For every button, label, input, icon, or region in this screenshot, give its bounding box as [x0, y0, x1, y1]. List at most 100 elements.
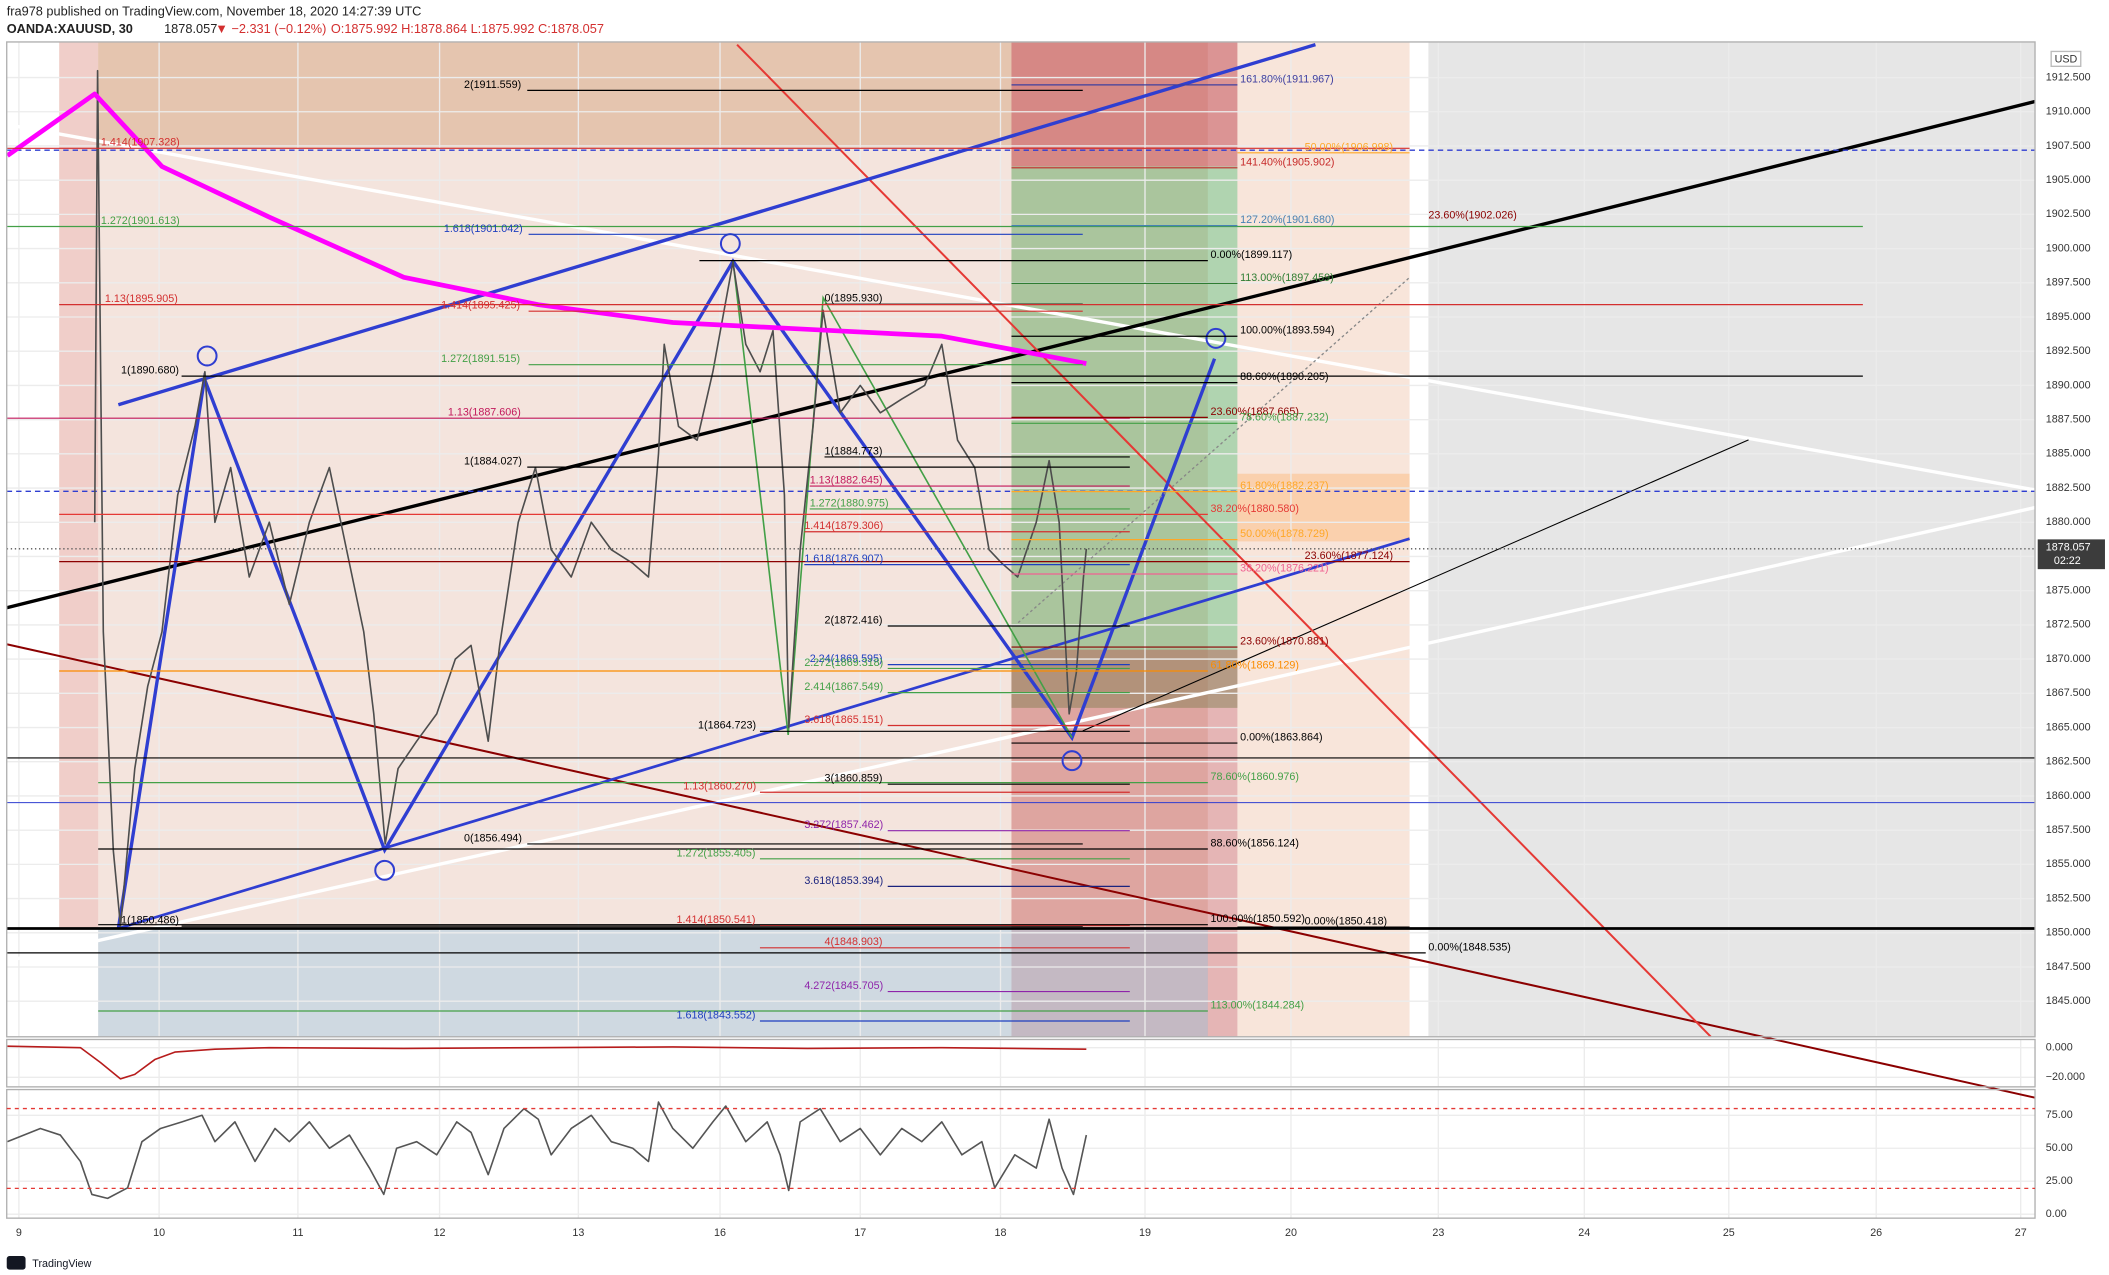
- grid: [6, 41, 2036, 1219]
- zone: [98, 41, 1012, 148]
- fib-label: 0(1895.930): [825, 293, 883, 305]
- fib-label: 1.618(1901.042): [444, 223, 523, 235]
- fib-label: 1.272(1891.515): [441, 353, 520, 365]
- y-tick-label: 1860.000: [2046, 790, 2091, 802]
- wave-path: [732, 261, 1073, 739]
- fib-label: 1.414(1850.541): [677, 914, 756, 926]
- fib-label: 113.00%(1844.284): [1211, 999, 1305, 1011]
- fib-label: 1.13(1887.606): [448, 407, 521, 419]
- fib-label: 3.272(1857.462): [804, 819, 883, 831]
- countdown: 02:22: [2054, 555, 2081, 567]
- fib-label: 127.20%(1901.680): [1240, 214, 1334, 226]
- logo: [6, 1256, 26, 1270]
- series-line: [6, 91, 1087, 366]
- y-tick-label: 25.00: [2046, 1175, 2073, 1187]
- y-tick-label: 1850.000: [2046, 927, 2091, 939]
- y-tick-label: 1892.500: [2046, 345, 2091, 357]
- fib-label: 78.60%(1887.232): [1240, 412, 1328, 424]
- fib-label: 1(1864.723): [698, 720, 756, 732]
- y-tick-label: 1907.500: [2046, 140, 2091, 152]
- y-tick-label: 1880.000: [2046, 516, 2091, 528]
- wave-marker: [374, 859, 396, 881]
- zone: [98, 928, 1208, 1037]
- y-tick-label: 1845.000: [2046, 995, 2091, 1007]
- fib-label: 3.618(1853.394): [804, 875, 883, 887]
- publisher: fra978 published on TradingView.com, Nov…: [7, 4, 422, 19]
- y-tick-label: 1857.500: [2046, 824, 2091, 836]
- fib-label: 23.60%(1877.124): [1305, 550, 1393, 562]
- x-tick-label: 27: [2015, 1227, 2027, 1239]
- y-tick-label: 1847.500: [2046, 961, 2091, 973]
- fib-label: 1(1850.486): [121, 915, 179, 927]
- x-tick-label: 9: [16, 1227, 22, 1239]
- fib-label: 2(1872.416): [825, 614, 883, 626]
- y-tick-label: 0.000: [2046, 1041, 2073, 1053]
- fib-label: 1.272(1855.405): [677, 847, 756, 859]
- y-tick-label: 1862.500: [2046, 756, 2091, 768]
- y-tick-label: 1875.000: [2046, 585, 2091, 597]
- zone: [1237, 473, 1410, 542]
- series-line: [93, 69, 1088, 927]
- fib-label: 61.80%(1869.129): [1211, 659, 1299, 671]
- fib-label: 1.272(1880.975): [810, 497, 889, 509]
- fib-label: 1.618(1876.907): [804, 553, 883, 565]
- y-tick-label: 75.00: [2046, 1109, 2073, 1121]
- fib-label: 0.00%(1863.864): [1240, 731, 1322, 743]
- x-tick-label: 12: [434, 1227, 446, 1239]
- fib-label: 4.272(1845.705): [804, 980, 883, 992]
- y-tick-label: 1902.500: [2046, 208, 2091, 220]
- rsi-pane: [6, 1088, 2036, 1219]
- fib-label: 1.414(1895.425): [441, 300, 520, 312]
- fib-label: 0.00%(1848.535): [1428, 941, 1510, 953]
- y-tick-label: 1885.000: [2046, 448, 2091, 460]
- fib-label: 1.13(1882.645): [810, 474, 883, 486]
- x-tick-label: 25: [1723, 1227, 1735, 1239]
- fib-label: 141.40%(1905.902): [1240, 156, 1334, 168]
- y-tick-label: −20.000: [2046, 1071, 2085, 1083]
- last-price-label: 1878.057: [2046, 541, 2091, 553]
- fib-label: 61.80%(1882.237): [1240, 480, 1328, 492]
- fib-label: 38.20%(1876.221): [1240, 562, 1328, 574]
- trend-line: [1082, 439, 1749, 732]
- fib-label: 3(1860.859): [825, 773, 883, 785]
- y-tick-label: 1900.000: [2046, 242, 2091, 254]
- x-tick-label: 26: [1870, 1227, 1882, 1239]
- fib-label: 2.414(1867.549): [804, 681, 883, 693]
- channel-line: [117, 43, 1316, 407]
- fib-label: 2(1911.559): [464, 79, 521, 91]
- fib-label: 1.272(1901.613): [101, 215, 180, 227]
- fib-label: 100.00%(1893.594): [1240, 325, 1334, 337]
- y-tick-label: 1882.500: [2046, 482, 2091, 494]
- currency-box: [2050, 50, 2082, 67]
- last-price-tag: [2037, 539, 2105, 570]
- trend-line: [6, 99, 2036, 610]
- fib-label: 2.24(1869.595): [810, 653, 883, 665]
- drawings: [6, 43, 2036, 1099]
- y-tick-label: 1867.500: [2046, 687, 2091, 699]
- fib-label: 23.60%(1902.026): [1428, 209, 1516, 221]
- y-tick-label: 1887.500: [2046, 413, 2091, 425]
- fib-label: 0(1856.494): [464, 832, 522, 844]
- symbol: OANDA:XAUUSD, 30: [7, 21, 133, 36]
- trend-line: [736, 43, 1712, 1038]
- zone: [1428, 41, 2036, 1037]
- marks: [6, 69, 2036, 1200]
- fib-label: 1.618(1843.552): [677, 1009, 756, 1021]
- oscillator-pane: [6, 1038, 2036, 1088]
- fib-label: 0.00%(1899.117): [1211, 249, 1293, 261]
- zone: [1237, 41, 1410, 1037]
- last-price: 1878.057: [164, 21, 217, 36]
- fib-label: 161.80%(1911.967): [1240, 73, 1334, 85]
- main-pane: [6, 41, 2036, 1038]
- x-tick-label: 20: [1285, 1227, 1297, 1239]
- series-line: [7, 1045, 1087, 1080]
- x-tick-label: 24: [1578, 1227, 1590, 1239]
- y-tick-label: 1865.000: [2046, 721, 2091, 733]
- fib-label: 23.60%(1887.665): [1211, 406, 1299, 418]
- series-line: [7, 1101, 1088, 1200]
- fib-label: 0.00%(1850.418): [1305, 915, 1387, 927]
- y-tick-label: 50.00: [2046, 1142, 2073, 1154]
- trend-line: [6, 122, 2036, 492]
